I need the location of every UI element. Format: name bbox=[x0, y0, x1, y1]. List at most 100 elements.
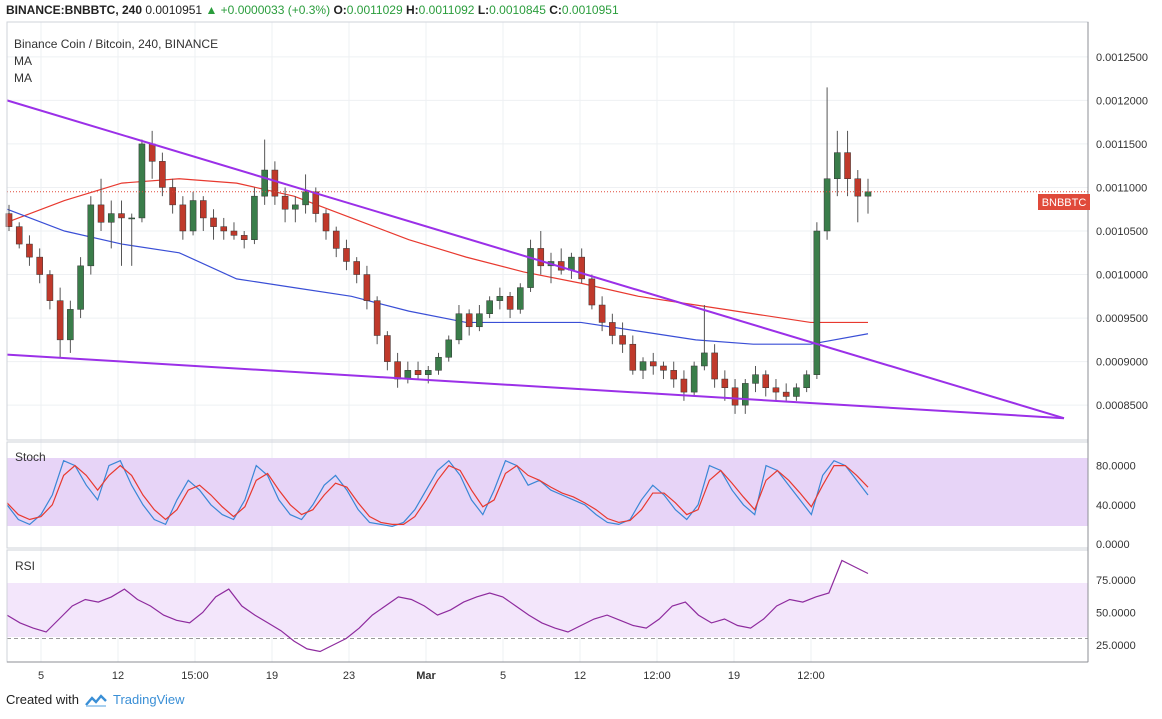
low-label: L: bbox=[477, 3, 490, 17]
candle-body bbox=[189, 200, 197, 232]
candle-body bbox=[332, 230, 340, 249]
chart-legend: Binance Coin / Bitcoin, 240, BINANCE MA … bbox=[14, 36, 218, 87]
stoch-tick-label: 40.0000 bbox=[1096, 500, 1136, 512]
time-tick-label: Mar bbox=[416, 670, 436, 682]
trendline bbox=[6, 353, 1065, 420]
tradingview-brand: TradingView bbox=[112, 692, 185, 707]
price-tick-label: 0.0010500 bbox=[1096, 226, 1148, 238]
candle-body bbox=[455, 313, 463, 341]
rsi-tick-label: 75.0000 bbox=[1096, 575, 1136, 587]
candle-body bbox=[138, 143, 146, 219]
candle-body bbox=[731, 387, 739, 406]
candle-body bbox=[435, 357, 442, 371]
stoch-title: Stoch bbox=[15, 450, 46, 464]
open-label: O: bbox=[333, 3, 347, 17]
legend-ma-1[interactable]: MA bbox=[14, 54, 32, 68]
candle-body bbox=[373, 300, 381, 336]
price-tick-label: 0.0009000 bbox=[1096, 357, 1148, 369]
candle-body bbox=[772, 387, 780, 393]
candle-body bbox=[36, 256, 43, 275]
grid-lines bbox=[7, 22, 1088, 662]
candle-body bbox=[486, 300, 493, 314]
candle-body bbox=[414, 370, 422, 375]
candle-body bbox=[169, 187, 176, 206]
candle-body bbox=[465, 313, 473, 328]
candle-body bbox=[782, 391, 790, 397]
time-tick-label: 5 bbox=[500, 670, 506, 682]
time-tick-label: 12:00 bbox=[797, 670, 825, 682]
ma-fast-line bbox=[6, 208, 869, 345]
candle-body bbox=[302, 191, 309, 206]
candle-body bbox=[77, 265, 84, 310]
candles bbox=[5, 87, 872, 414]
close-label: C: bbox=[549, 3, 562, 17]
candle-body bbox=[5, 213, 13, 227]
candle-body bbox=[271, 169, 279, 197]
time-tick-label: 15:00 bbox=[181, 670, 209, 682]
axes: 0.0008500 0.0009000 0.0009500 0.0010000 0.00… bbox=[6, 21, 1148, 682]
price-badge-label: BNBBTC bbox=[1042, 197, 1087, 209]
candle-body bbox=[629, 343, 637, 371]
stoch-k-line bbox=[6, 459, 869, 527]
candle-body bbox=[742, 383, 749, 406]
candle-body bbox=[619, 335, 626, 345]
candle-body bbox=[517, 287, 524, 310]
price-tick-label: 0.0009500 bbox=[1096, 313, 1148, 325]
created-with-label: Created with bbox=[6, 692, 79, 707]
candle-body bbox=[424, 370, 432, 375]
candle-body bbox=[506, 296, 514, 310]
close-value: 0.0010951 bbox=[561, 3, 619, 17]
change-arrow-icon: ▲ bbox=[205, 3, 218, 17]
ma-slow-line bbox=[6, 178, 868, 324]
tradingview-link[interactable]: TradingView bbox=[85, 692, 185, 707]
candle-body bbox=[292, 204, 299, 210]
candle-body bbox=[445, 339, 453, 358]
symbol-label: BINANCE:BNBBTC, 240 bbox=[6, 3, 143, 17]
trendlines bbox=[6, 99, 1088, 420]
candle-body bbox=[527, 248, 534, 288]
candle-body bbox=[312, 191, 320, 214]
candle-body bbox=[649, 361, 657, 367]
candle-body bbox=[762, 374, 770, 388]
legend-ma-2[interactable]: MA bbox=[14, 71, 32, 85]
candle-body bbox=[476, 313, 483, 328]
indicator-lines bbox=[6, 459, 869, 653]
candle-body bbox=[752, 374, 759, 384]
candle-body bbox=[97, 204, 105, 223]
time-tick-label: 12 bbox=[574, 670, 586, 682]
stoch-tick-label: 0.0000 bbox=[1096, 539, 1130, 551]
candle-body bbox=[793, 387, 800, 397]
price-tick-label: 0.0012000 bbox=[1096, 95, 1148, 107]
rsi-line bbox=[6, 559, 869, 653]
candle-body bbox=[118, 213, 125, 219]
candle-body bbox=[15, 226, 23, 245]
candle-body bbox=[864, 191, 872, 197]
time-tick-label: 5 bbox=[38, 670, 44, 682]
legend-title: Binance Coin / Bitcoin, 240, BINANCE bbox=[14, 37, 219, 51]
candle-body bbox=[823, 178, 831, 232]
price-tick-label: 0.0010000 bbox=[1096, 270, 1148, 282]
rsi-band bbox=[7, 583, 1088, 637]
candle-body bbox=[384, 335, 391, 362]
candle-body bbox=[343, 248, 350, 262]
candle-body bbox=[230, 230, 238, 236]
candle-body bbox=[26, 243, 33, 258]
candle-body bbox=[159, 161, 166, 188]
candle-body bbox=[680, 378, 688, 393]
candle-body bbox=[363, 274, 371, 301]
open-value: 0.0011029 bbox=[346, 3, 403, 17]
candle-body bbox=[128, 217, 135, 220]
candle-body bbox=[210, 217, 217, 227]
candle-body bbox=[394, 361, 401, 380]
candle-body bbox=[690, 365, 698, 393]
rsi-title: RSI bbox=[15, 559, 35, 573]
tradingview-logo-icon bbox=[85, 693, 107, 707]
candle-body bbox=[87, 204, 95, 267]
candle-body bbox=[701, 352, 708, 367]
candle-body bbox=[179, 204, 187, 232]
last-price: 0.0010951 bbox=[145, 3, 203, 17]
candle-body bbox=[251, 195, 258, 240]
candle-body bbox=[568, 256, 575, 271]
candle-body bbox=[588, 278, 596, 306]
